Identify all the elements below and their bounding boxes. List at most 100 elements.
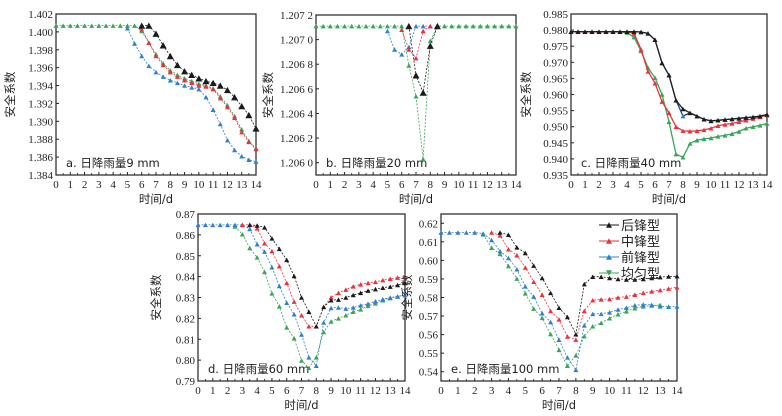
data-point — [139, 53, 145, 59]
y-tick-label: 0.58 — [419, 293, 439, 305]
x-tick-label: 14 — [251, 179, 263, 191]
data-point — [564, 314, 570, 320]
data-point — [632, 277, 638, 282]
data-point — [139, 26, 145, 32]
data-point — [522, 284, 528, 289]
data-point — [764, 112, 770, 117]
data-point — [564, 363, 570, 369]
data-point — [321, 320, 327, 325]
data-point — [82, 23, 88, 28]
x-tick-label: 9 — [182, 179, 188, 191]
data-point — [657, 274, 663, 280]
data-point — [694, 113, 700, 119]
legend-marker — [606, 238, 612, 244]
data-point — [497, 248, 503, 254]
data-point — [210, 107, 216, 112]
data-point — [276, 283, 282, 289]
data-point — [581, 323, 587, 328]
data-point — [463, 23, 469, 29]
data-point — [514, 267, 520, 272]
data-point — [110, 23, 116, 28]
x-tick-label: 4 — [370, 179, 376, 191]
data-point — [209, 79, 217, 87]
data-point — [715, 118, 721, 123]
data-point — [124, 23, 130, 28]
y-tick-label: 0.975 — [543, 41, 568, 53]
data-point — [245, 111, 253, 119]
legend-label: 前锋型 — [621, 250, 660, 266]
data-point — [615, 311, 621, 317]
data-point — [581, 281, 587, 287]
x-tick-label: 1 — [328, 179, 334, 191]
data-point — [708, 135, 714, 141]
data-point — [356, 23, 362, 29]
series-1 — [497, 230, 680, 337]
series-line — [408, 25, 438, 94]
data-point — [405, 22, 413, 30]
data-point — [757, 123, 763, 128]
data-point — [377, 23, 383, 29]
data-point — [420, 156, 426, 162]
data-point — [729, 121, 735, 126]
data-point — [342, 23, 348, 29]
data-point — [680, 106, 686, 112]
data-point — [253, 159, 259, 164]
data-point — [729, 116, 735, 122]
data-point — [60, 23, 66, 28]
data-point — [67, 23, 73, 28]
data-point — [615, 295, 621, 300]
data-point — [701, 127, 707, 133]
panel-title: a. 日降雨量9 mm — [66, 156, 160, 170]
y-tick-label: 0.960 — [543, 90, 568, 102]
data-point — [492, 23, 498, 29]
data-point — [638, 47, 644, 52]
data-point — [152, 30, 160, 37]
y-axis-label: 安全系数 — [149, 274, 163, 320]
x-tick-label: 12 — [734, 179, 745, 191]
data-point — [548, 290, 554, 296]
x-tick-label: 5 — [385, 179, 391, 191]
data-point — [350, 309, 356, 314]
data-point — [708, 126, 714, 131]
data-point — [652, 37, 658, 43]
x-tick-label: 14 — [511, 179, 523, 191]
series-line — [482, 234, 661, 367]
data-point — [392, 47, 398, 52]
data-point — [284, 257, 290, 263]
data-point — [402, 292, 408, 298]
x-tick-label: 5 — [523, 385, 529, 397]
data-point — [694, 137, 700, 143]
data-point — [666, 274, 672, 279]
data-point — [269, 291, 275, 296]
data-point — [607, 296, 613, 302]
x-tick-label: 12 — [222, 179, 233, 191]
data-point — [349, 23, 355, 29]
data-point — [254, 223, 260, 228]
data-point — [313, 324, 319, 329]
x-tick-label: 2 — [225, 385, 231, 397]
data-point — [232, 115, 238, 121]
data-point — [335, 305, 341, 310]
x-tick-label: 8 — [428, 179, 434, 191]
data-point — [497, 251, 503, 257]
data-point — [291, 335, 297, 341]
data-point — [548, 331, 554, 337]
data-point — [522, 250, 528, 256]
data-point — [556, 337, 562, 343]
data-point — [247, 245, 253, 251]
data-point — [489, 245, 495, 251]
data-point — [673, 98, 679, 103]
data-point — [556, 305, 562, 310]
series-line — [316, 25, 516, 160]
data-point — [188, 71, 196, 78]
data-point — [736, 116, 742, 121]
data-point — [539, 275, 545, 281]
data-point — [413, 23, 419, 29]
x-tick-label: 6 — [539, 385, 545, 397]
data-point — [217, 121, 223, 127]
data-point — [531, 279, 537, 284]
data-point — [652, 80, 658, 86]
y-tick-label: 0.84 — [176, 272, 196, 284]
